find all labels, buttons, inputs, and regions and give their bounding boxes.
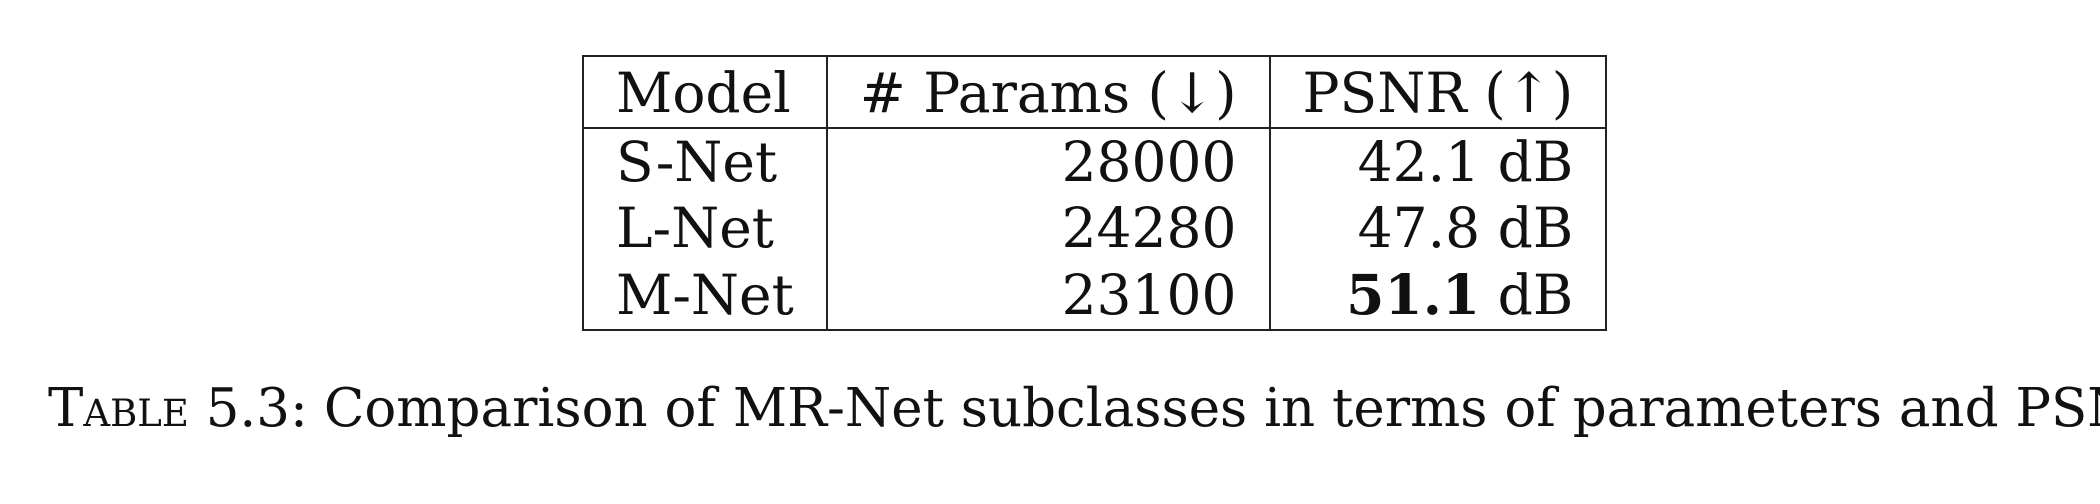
cell-psnr: 42.1 dB (1268, 128, 1608, 195)
cell-psnr: 47.8 dB (1268, 195, 1608, 261)
table-row: S-Net 28000 42.1 dB (582, 128, 1608, 195)
psnr-unit: dB (1497, 195, 1574, 260)
cell-params: 24280 (825, 195, 1271, 261)
table-body: S-Net 28000 42.1 dB L-Net 24280 47.8 dB … (582, 128, 1608, 331)
header-psnr: PSNR (↑) (1268, 55, 1608, 129)
cell-model: S-Net (582, 128, 828, 195)
caption-text: Comparison of MR-Net subclasses in terms… (323, 378, 2100, 439)
cell-params-best: 23100 (825, 261, 1271, 331)
caption-label: Table 5.3: (48, 378, 308, 439)
cell-params: 28000 (825, 128, 1271, 195)
psnr-value-best: 51.1 (1346, 262, 1481, 327)
psnr-value: 47.8 (1357, 195, 1481, 260)
cell-psnr: 51.1 dB (1268, 261, 1608, 331)
header-row: Model # Params (↓) PSNR (↑) (582, 55, 1608, 129)
table-row: M-Net 23100 51.1 dB (582, 261, 1608, 331)
psnr-value: 42.1 (1357, 129, 1481, 194)
cell-model: M-Net (582, 261, 828, 331)
cell-model: L-Net (582, 195, 828, 261)
results-table: Model # Params (↓) PSNR (↑) S-Net 28000 … (582, 55, 1608, 331)
results-table-container: Model # Params (↓) PSNR (↑) S-Net 28000 … (582, 55, 1608, 331)
header-model: Model (582, 55, 828, 129)
psnr-unit: dB (1497, 263, 1574, 327)
table-row: L-Net 24280 47.8 dB (582, 195, 1608, 261)
table-header: Model # Params (↓) PSNR (↑) (582, 55, 1608, 129)
header-params: # Params (↓) (825, 55, 1271, 129)
psnr-unit: dB (1497, 129, 1574, 194)
table-caption: Table 5.3: Comparison of MR-Net subclasse… (48, 378, 2100, 439)
